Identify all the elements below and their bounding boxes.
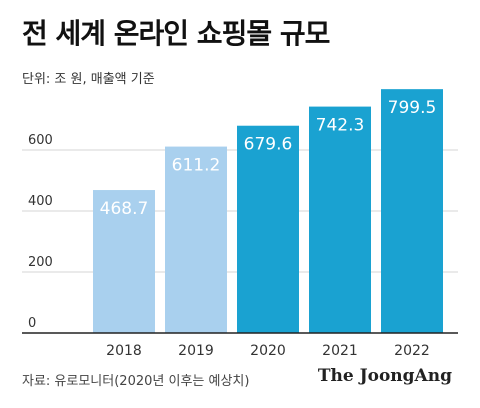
x-tick-label: 2018 xyxy=(106,343,142,359)
bar xyxy=(381,89,443,333)
bar-value-label: 611.2 xyxy=(172,156,221,176)
unit-note: 단위: 조 원, 매출액 기준 xyxy=(22,72,155,87)
chart-title: 전 세계 온라인 쇼핑몰 규모 xyxy=(22,17,330,50)
bar xyxy=(309,106,371,333)
x-tick-label: 2020 xyxy=(250,343,286,359)
bar xyxy=(165,146,227,333)
x-tick-label: 2022 xyxy=(394,343,430,359)
y-tick-label: 0 xyxy=(28,316,36,331)
bar-value-label: 742.3 xyxy=(316,116,365,136)
bar-value-label: 468.7 xyxy=(100,199,149,219)
y-tick-label: 400 xyxy=(28,194,53,209)
bar-value-label: 799.5 xyxy=(388,98,437,118)
source-note: 자료: 유로모니터(2020년 이후는 예상치) xyxy=(22,374,250,389)
x-tick-label: 2019 xyxy=(178,343,214,359)
bar xyxy=(93,190,155,333)
bar-value-label: 679.6 xyxy=(244,135,293,155)
bar xyxy=(237,125,299,333)
publisher-logo: The JoongAng xyxy=(317,366,452,386)
y-tick-label: 600 xyxy=(28,133,53,148)
x-tick-label: 2021 xyxy=(322,343,358,359)
y-tick-label: 200 xyxy=(28,255,53,270)
